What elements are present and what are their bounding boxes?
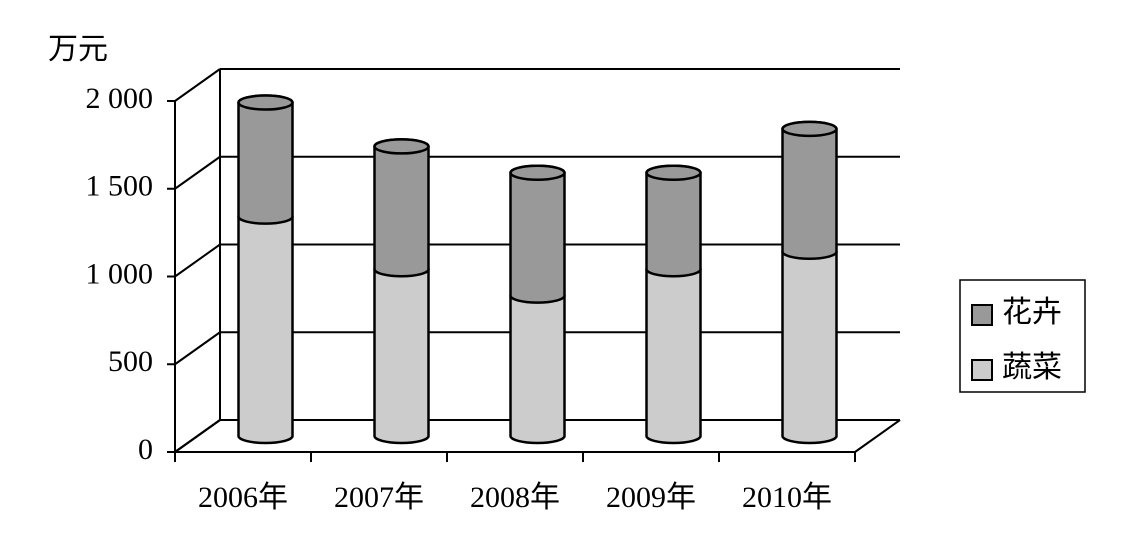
y-tick-label: 1 500 [86, 170, 154, 203]
grid-line [174, 243, 221, 278]
bar-segment [645, 261, 702, 445]
grid-line [174, 331, 221, 366]
legend-box [959, 279, 1086, 393]
bar-segment [373, 138, 430, 278]
legend-label: 花卉 [1002, 296, 1062, 329]
x-tick-label: 2007年 [334, 481, 424, 514]
legend-label: 蔬菜 [1002, 351, 1062, 384]
cylinder-cap [373, 138, 430, 155]
bar-segment [373, 261, 430, 445]
cylinder-cap [237, 94, 294, 111]
bar-segment [237, 208, 294, 445]
bar-segment [509, 287, 566, 445]
x-tick-label: 2006年 [198, 481, 288, 514]
x-tick-label: 2008年 [470, 481, 560, 514]
cylinder-cap [509, 164, 566, 181]
bar-segment [781, 243, 838, 445]
grid-line [174, 155, 221, 190]
x-tick-label: 2009年 [606, 481, 696, 514]
y-axis-label: 万元 [48, 33, 108, 66]
bar-segment [645, 164, 702, 278]
grid-line [174, 419, 221, 453]
legend-swatch [971, 304, 993, 326]
legend-swatch [971, 359, 993, 381]
y-tick-label: 1 000 [86, 257, 154, 290]
floor-edge [854, 419, 901, 453]
cylinder-cap [781, 120, 838, 138]
y-tick-label: 0 [138, 433, 153, 466]
bar-segment [509, 164, 566, 304]
y-tick-label: 2 000 [86, 82, 154, 115]
bar-segment [781, 120, 838, 260]
grid-line [174, 68, 221, 102]
x-tick-label: 2010年 [742, 481, 832, 514]
cylinder-cap [645, 164, 702, 181]
bar-segment [237, 94, 294, 225]
y-tick-label: 500 [108, 345, 153, 378]
